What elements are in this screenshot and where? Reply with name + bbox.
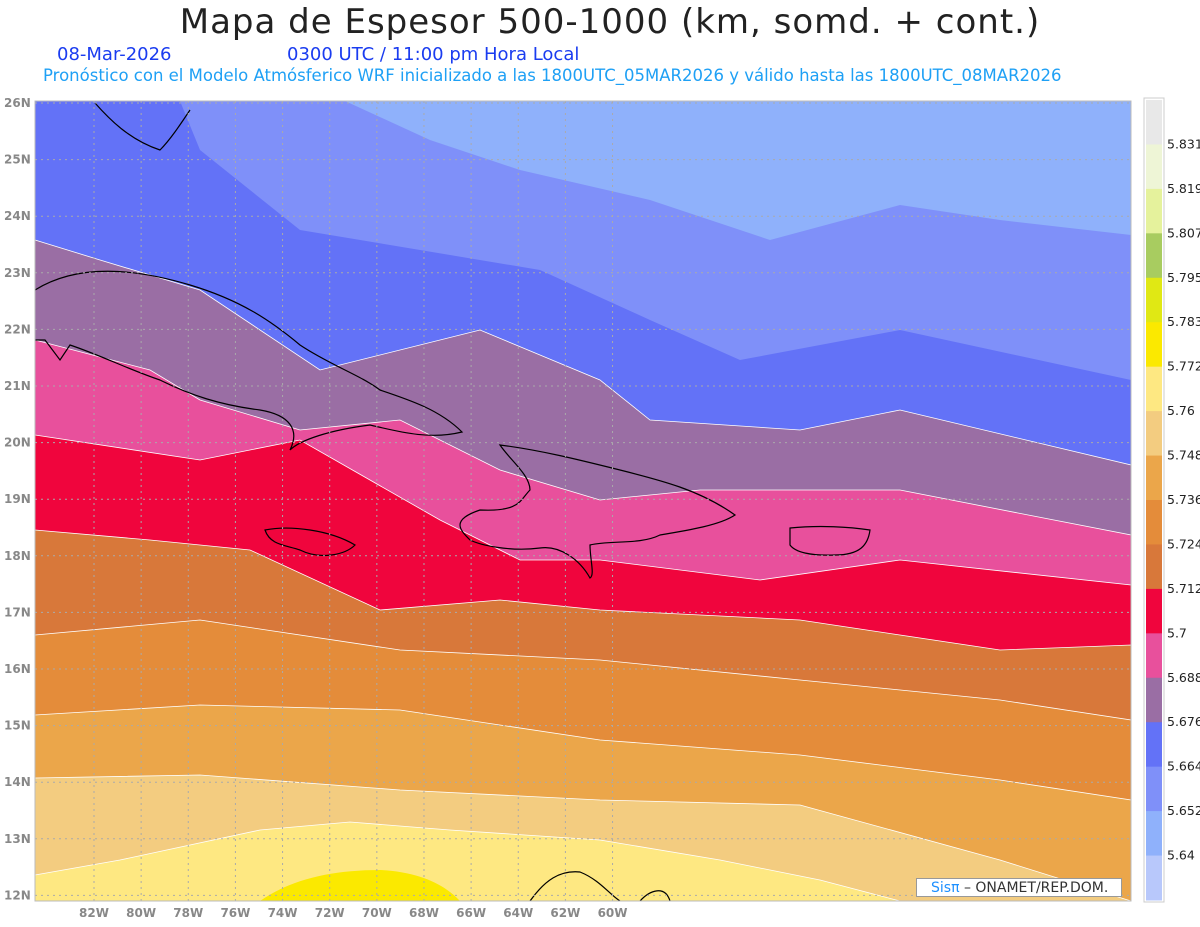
lat-label: 13N bbox=[4, 832, 31, 846]
colorbar-label: 5.831 bbox=[1167, 136, 1200, 151]
lat-label: 17N bbox=[4, 605, 31, 619]
lat-label: 22N bbox=[4, 322, 31, 336]
sispi-logo: Sisπ bbox=[931, 880, 960, 896]
thickness-bands bbox=[34, 101, 1132, 902]
coastline-florida bbox=[94, 102, 191, 151]
lat-label: 23N bbox=[4, 266, 31, 280]
lon-label: 76W bbox=[220, 906, 250, 920]
colorbar-swatch bbox=[1146, 188, 1162, 234]
lat-label: 12N bbox=[4, 888, 31, 902]
lat-label: 26N bbox=[4, 96, 31, 110]
colorbar-swatch bbox=[1146, 100, 1162, 145]
forecast-subtitle: Pronóstico con el Modelo Atmósferico WRF… bbox=[43, 66, 1062, 85]
colorbar-swatch bbox=[1146, 811, 1162, 857]
credit-org: ONAMET/REP.DOM. bbox=[975, 880, 1109, 896]
lon-label: 62W bbox=[550, 906, 580, 920]
colorbar-swatch bbox=[1146, 588, 1162, 634]
graticule bbox=[35, 101, 1131, 901]
colorbar-label: 5.736 bbox=[1167, 492, 1200, 507]
colorbar-label: 5.819 bbox=[1167, 181, 1200, 196]
colorbar-legend: 5.831 5.819 5.807 5.795 5.783 5.772 5.76 5.748 5… bbox=[1143, 97, 1200, 903]
colorbar-swatch bbox=[1146, 633, 1162, 679]
lat-label: 18N bbox=[4, 549, 31, 563]
lon-label: 82W bbox=[79, 906, 109, 920]
colorbar-label: 5.652 bbox=[1167, 803, 1200, 818]
lon-label: 74W bbox=[268, 906, 298, 920]
coastline-puerto-rico bbox=[789, 525, 871, 556]
colorbar-label: 5.772 bbox=[1167, 359, 1200, 374]
lon-label: 66W bbox=[456, 906, 486, 920]
coastline-south-america bbox=[529, 871, 671, 902]
lat-label: 21N bbox=[4, 379, 31, 393]
band bbox=[345, 101, 1131, 240]
colorbar-swatch bbox=[1146, 500, 1162, 545]
colorbar-swatch bbox=[1146, 455, 1162, 501]
lon-label: 70W bbox=[362, 906, 392, 920]
colorbar-label: 5.724 bbox=[1167, 536, 1200, 551]
credit-box: Sisπ – ONAMET/REP.DOM. bbox=[916, 878, 1122, 897]
coastline-cuba bbox=[34, 270, 464, 451]
lon-label: 64W bbox=[503, 906, 533, 920]
colorbar-swatch bbox=[1146, 855, 1162, 901]
coastline-hispaniola bbox=[459, 444, 737, 579]
latitude-labels: 26N 25N 24N 23N 22N 21N 20N 19N 18N 17N 16N 15N 14N 1… bbox=[4, 96, 31, 902]
colorbar-swatch bbox=[1146, 277, 1162, 323]
colorbar-label: 5.783 bbox=[1167, 314, 1200, 329]
lon-label: 68W bbox=[409, 906, 439, 920]
forecast-date: 08-Mar-2026 bbox=[57, 44, 172, 65]
lat-label: 19N bbox=[4, 492, 31, 506]
colorbar-label: 5.76 bbox=[1167, 403, 1195, 418]
coastlines bbox=[34, 102, 871, 902]
colorbar-swatch bbox=[1146, 233, 1162, 279]
colorbar-swatch bbox=[1146, 411, 1162, 457]
colorbar-swatch bbox=[1146, 322, 1162, 368]
colorbar-swatch bbox=[1146, 677, 1162, 723]
lat-label: 25N bbox=[4, 153, 31, 167]
lon-label: 80W bbox=[126, 906, 156, 920]
lat-label: 14N bbox=[4, 775, 31, 789]
lat-label: 16N bbox=[4, 662, 31, 676]
band bbox=[260, 870, 460, 901]
colorbar-swatch bbox=[1146, 144, 1162, 190]
colorbar-label: 5.676 bbox=[1167, 714, 1200, 729]
colorbar-label: 5.7 bbox=[1167, 625, 1187, 640]
colorbar-label: 5.748 bbox=[1167, 448, 1200, 463]
lat-label: 20N bbox=[4, 436, 31, 450]
lat-label: 24N bbox=[4, 209, 31, 223]
colorbar-label: 5.807 bbox=[1167, 225, 1200, 240]
colorbar-label: 5.64 bbox=[1167, 848, 1195, 863]
lat-label: 15N bbox=[4, 719, 31, 733]
coastline-jamaica bbox=[264, 527, 356, 557]
colorbar-frame bbox=[1143, 97, 1165, 903]
colorbar-swatch bbox=[1146, 544, 1162, 590]
map-title: Mapa de Espesor 500-1000 (km, somd. + co… bbox=[179, 2, 1041, 42]
colorbar-swatch bbox=[1146, 766, 1162, 812]
colorbar-label: 5.795 bbox=[1167, 270, 1200, 285]
colorbar-swatch bbox=[1146, 722, 1162, 768]
map-frame bbox=[34, 100, 1132, 902]
lon-label: 60W bbox=[598, 906, 628, 920]
colorbar-label: 5.688 bbox=[1167, 670, 1200, 685]
colorbar-swatch bbox=[1146, 366, 1162, 412]
lon-label: 78W bbox=[173, 906, 203, 920]
credit-separator: – bbox=[959, 880, 976, 896]
colorbar-label: 5.712 bbox=[1167, 581, 1200, 596]
forecast-time: 0300 UTC / 11:00 pm Hora Local bbox=[287, 44, 580, 65]
lon-label: 72W bbox=[315, 906, 345, 920]
colorbar-label: 5.664 bbox=[1167, 759, 1200, 774]
longitude-labels: 82W 80W 78W 76W 74W 72W 70W 68W 66W 64W 62W 60W bbox=[79, 906, 627, 920]
